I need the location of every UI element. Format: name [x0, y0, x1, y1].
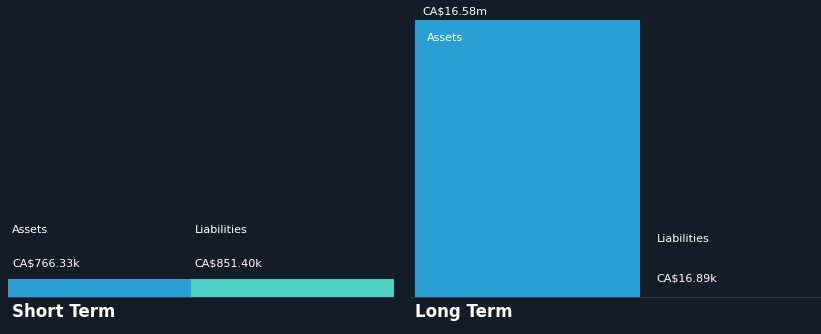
Bar [415, 20, 640, 297]
Text: Long Term: Long Term [415, 303, 512, 321]
Text: Assets: Assets [12, 225, 48, 235]
Bar [8, 279, 191, 297]
Bar [191, 279, 394, 297]
Text: Short Term: Short Term [12, 303, 116, 321]
Text: Assets: Assets [427, 33, 463, 43]
Text: Liabilities: Liabilities [195, 225, 248, 235]
Text: Liabilities: Liabilities [657, 234, 709, 244]
Text: CA$16.58m: CA$16.58m [423, 7, 488, 17]
Text: CA$851.40k: CA$851.40k [195, 259, 263, 269]
Text: CA$16.89k: CA$16.89k [657, 274, 718, 284]
Text: CA$766.33k: CA$766.33k [12, 259, 80, 269]
